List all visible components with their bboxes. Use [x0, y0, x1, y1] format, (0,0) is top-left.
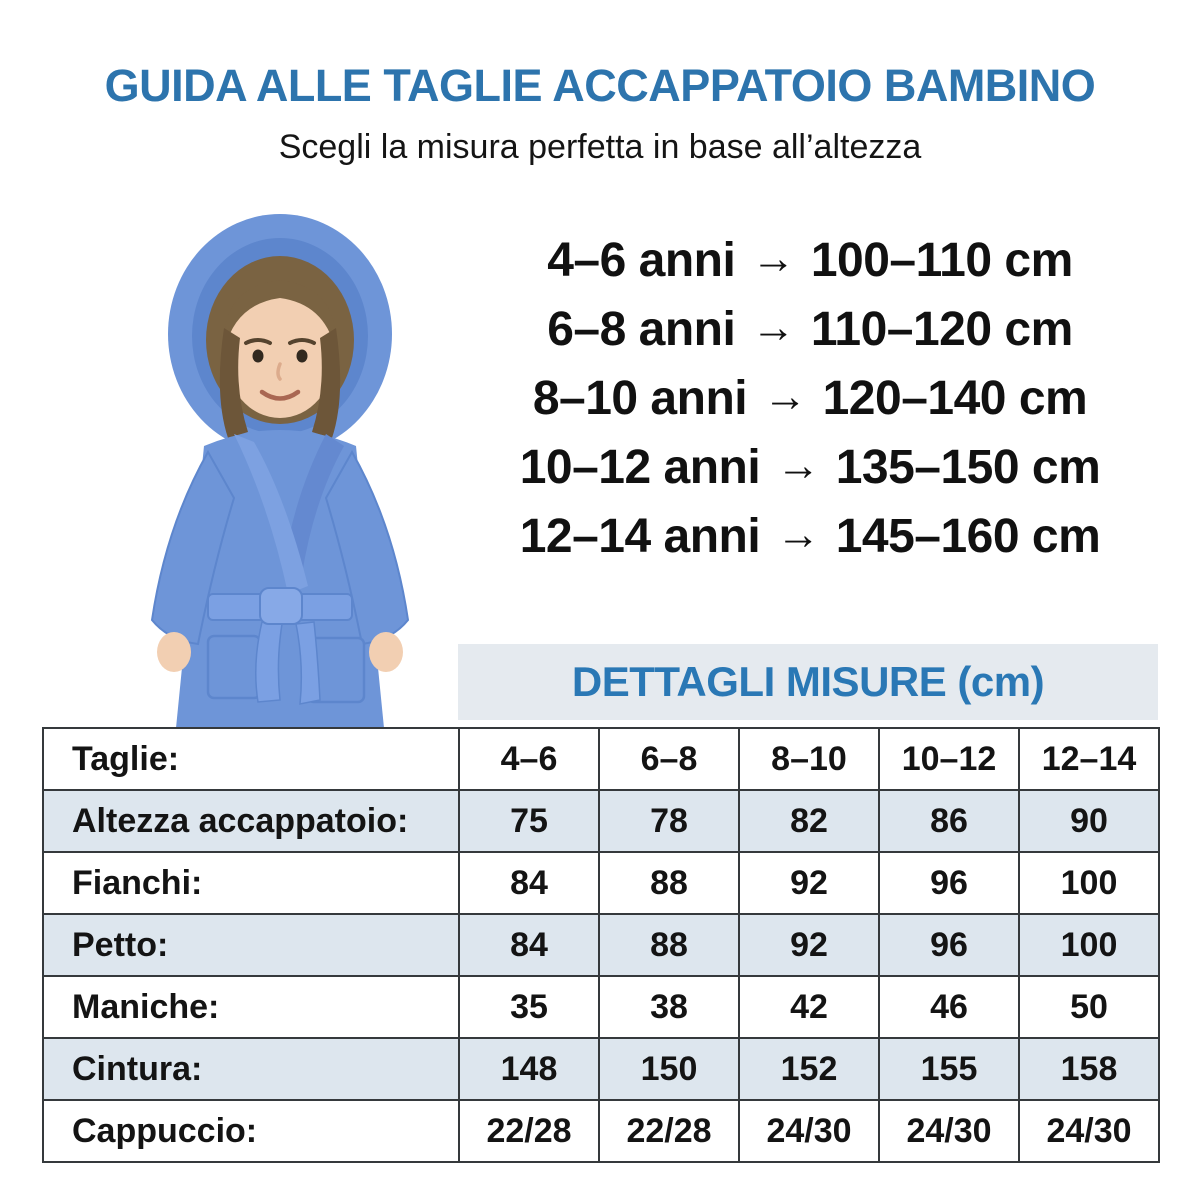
measure-table-header: DETTAGLI MISURE (cm) [458, 644, 1158, 720]
row-value: 50 [1018, 975, 1160, 1039]
size-line: 6–8 anni → 110–120 cm [462, 295, 1158, 364]
size-height-range: 110–120 cm [810, 303, 1073, 356]
row-value: 35 [458, 975, 600, 1039]
table-row: Fianchi: 84 88 92 96 100 [42, 851, 1160, 915]
child-bathrobe-illustration [150, 214, 410, 728]
size-line: 4–6 anni → 100–110 cm [462, 226, 1158, 295]
row-value: 155 [878, 1037, 1020, 1101]
row-label: Taglie: [42, 727, 460, 791]
row-value: 100 [1018, 913, 1160, 977]
table-row: Maniche: 35 38 42 46 50 [42, 975, 1160, 1039]
size-line: 8–10 anni → 120–140 cm [462, 364, 1158, 433]
row-value: 88 [598, 851, 740, 915]
page-title: GUIDA ALLE TAGLIE ACCAPPATOIO BAMBINO [104, 60, 1096, 111]
row-value: 82 [738, 789, 880, 853]
size-age-range: 4–6 anni [547, 234, 736, 287]
measure-table-body: Taglie: 4–6 6–8 8–10 10–12 12–14 Altezza accap… [42, 727, 1160, 1163]
size-height-range: 120–140 cm [822, 372, 1088, 425]
row-value: 46 [878, 975, 1020, 1039]
size-age-range: 12–14 anni [519, 510, 761, 563]
row-value: 150 [598, 1037, 740, 1101]
row-label: Altezza accappatoio: [42, 789, 460, 853]
size-age-range: 6–8 anni [547, 303, 736, 356]
row-value: 92 [738, 913, 880, 977]
row-label: Cintura: [42, 1037, 460, 1101]
row-value: 38 [598, 975, 740, 1039]
page-subtitle: Scegli la misura perfetta in base all’al… [278, 128, 922, 166]
row-value: 24/30 [878, 1099, 1020, 1163]
size-line: 10–12 anni → 135–150 cm [462, 433, 1158, 502]
row-value: 84 [458, 851, 600, 915]
row-value: 96 [878, 851, 1020, 915]
row-value: 88 [598, 913, 740, 977]
row-value: 152 [738, 1037, 880, 1101]
row-value: 24/30 [1018, 1099, 1160, 1163]
row-value: 10–12 [878, 727, 1020, 791]
table-row: Cappuccio: 22/28 22/28 24/30 24/30 24/30 [42, 1099, 1160, 1163]
table-row: Taglie: 4–6 6–8 8–10 10–12 12–14 [42, 727, 1160, 791]
row-value: 100 [1018, 851, 1160, 915]
row-value: 12–14 [1018, 727, 1160, 791]
measure-table: Taglie: 4–6 6–8 8–10 10–12 12–14 Altezza accap… [42, 727, 1160, 1163]
row-label: Cappuccio: [42, 1099, 460, 1163]
size-age-range: 10–12 anni [519, 441, 761, 494]
right-arrow-icon: → [763, 371, 807, 421]
row-value: 158 [1018, 1037, 1160, 1101]
row-value: 86 [878, 789, 1020, 853]
right-arrow-icon: → [751, 233, 795, 283]
row-value: 75 [458, 789, 600, 853]
size-height-range: 100–110 cm [810, 234, 1073, 287]
row-value: 8–10 [738, 727, 880, 791]
row-value: 4–6 [458, 727, 600, 791]
row-value: 96 [878, 913, 1020, 977]
size-height-range: 135–150 cm [835, 441, 1101, 494]
row-value: 42 [738, 975, 880, 1039]
right-arrow-icon: → [776, 509, 820, 559]
child-bathrobe-photo [108, 196, 456, 728]
row-value: 148 [458, 1037, 600, 1101]
right-arrow-icon: → [751, 302, 795, 352]
row-label: Fianchi: [42, 851, 460, 915]
row-label: Petto: [42, 913, 460, 977]
row-value: 24/30 [738, 1099, 880, 1163]
size-by-height-list: 4–6 anni → 100–110 cm 6–8 anni → 110–120 cm 8–… [462, 226, 1158, 571]
row-value: 22/28 [458, 1099, 600, 1163]
size-age-range: 8–10 anni [532, 372, 748, 425]
row-value: 84 [458, 913, 600, 977]
row-value: 90 [1018, 789, 1160, 853]
table-row: Cintura: 148 150 152 155 158 [42, 1037, 1160, 1101]
size-height-range: 145–160 cm [835, 510, 1101, 563]
row-value: 22/28 [598, 1099, 740, 1163]
row-value: 78 [598, 789, 740, 853]
table-row: Petto: 84 88 92 96 100 [42, 913, 1160, 977]
size-line: 12–14 anni → 145–160 cm [462, 502, 1158, 571]
row-label: Maniche: [42, 975, 460, 1039]
row-value: 92 [738, 851, 880, 915]
row-value: 6–8 [598, 727, 740, 791]
table-row: Altezza accappatoio: 75 78 82 86 90 [42, 789, 1160, 853]
right-arrow-icon: → [776, 440, 820, 490]
